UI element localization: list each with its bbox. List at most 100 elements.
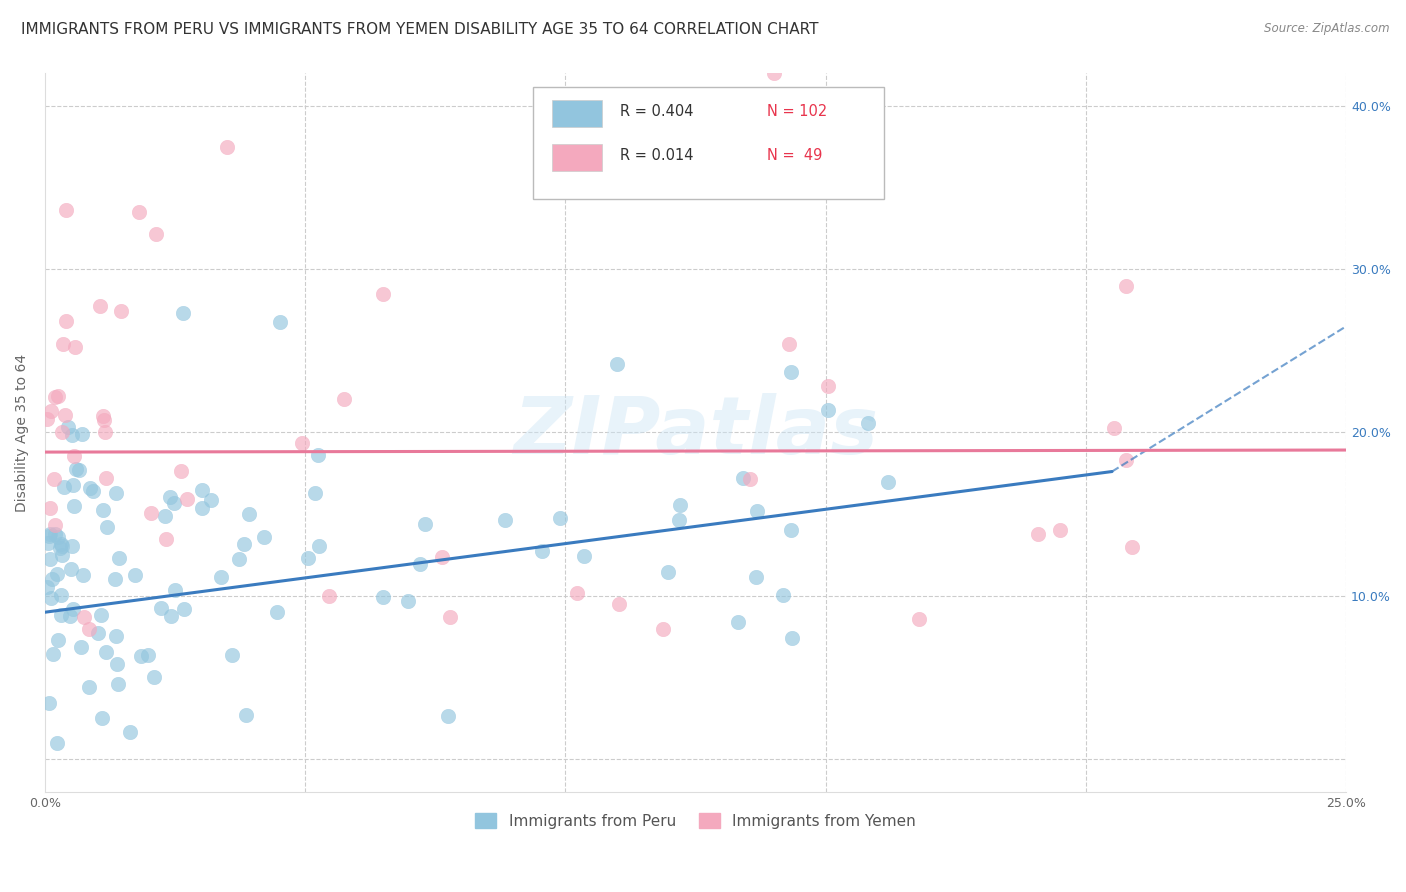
Point <box>657 565 679 579</box>
Point <box>91 503 114 517</box>
Point <box>52 480 75 494</box>
Point <box>110 303 132 318</box>
Point <box>817 379 839 393</box>
Point <box>41 572 63 586</box>
Point <box>46 389 69 403</box>
Point <box>39 552 62 566</box>
Point <box>52 336 75 351</box>
Point <box>745 503 768 517</box>
Point <box>574 549 596 563</box>
Point <box>531 544 554 558</box>
Point <box>49 588 72 602</box>
Point <box>409 557 432 571</box>
Point <box>55 313 77 327</box>
Point <box>136 648 159 662</box>
Point <box>235 708 257 723</box>
Point <box>79 481 101 495</box>
Point <box>733 471 755 485</box>
Text: N =  49: N = 49 <box>768 148 823 163</box>
Point <box>124 567 146 582</box>
Point <box>72 567 94 582</box>
Point <box>90 607 112 622</box>
Point <box>297 551 319 566</box>
Point <box>762 66 785 80</box>
Point <box>107 677 129 691</box>
Point <box>266 605 288 619</box>
Point <box>38 529 60 543</box>
Point <box>191 501 214 516</box>
Point <box>82 483 104 498</box>
Point <box>145 227 167 241</box>
Point <box>176 492 198 507</box>
Point <box>565 586 588 600</box>
Point <box>59 562 82 576</box>
Point <box>740 472 762 486</box>
Point <box>778 336 800 351</box>
Point <box>59 608 82 623</box>
Point <box>669 498 692 512</box>
Point <box>856 416 879 430</box>
Point <box>58 419 80 434</box>
Point <box>607 598 630 612</box>
Text: R = 0.014: R = 0.014 <box>620 148 693 163</box>
Point <box>1115 453 1137 467</box>
Point <box>217 139 239 153</box>
Point <box>494 513 516 527</box>
Text: ZIPatlas: ZIPatlas <box>513 393 879 472</box>
Point <box>94 645 117 659</box>
Point <box>291 435 314 450</box>
Point <box>51 539 73 553</box>
FancyBboxPatch shape <box>553 100 602 127</box>
Point <box>89 300 111 314</box>
Text: R = 0.404: R = 0.404 <box>620 103 693 119</box>
Point <box>269 315 291 329</box>
Point <box>46 633 69 648</box>
Point <box>45 736 67 750</box>
Point <box>105 657 128 671</box>
Point <box>49 608 72 623</box>
Point <box>373 286 395 301</box>
Y-axis label: Disability Age 35 to 64: Disability Age 35 to 64 <box>15 353 30 511</box>
Point <box>93 413 115 427</box>
Point <box>727 615 749 629</box>
Point <box>87 626 110 640</box>
Point <box>163 495 186 509</box>
Point <box>60 539 83 553</box>
Point <box>45 567 67 582</box>
Point <box>1115 278 1137 293</box>
Point <box>436 709 458 723</box>
Point <box>780 365 803 379</box>
Point <box>396 594 419 608</box>
Point <box>62 478 84 492</box>
Point <box>253 530 276 544</box>
Point <box>65 462 87 476</box>
Point <box>233 536 256 550</box>
Point <box>1102 421 1125 435</box>
Point <box>44 527 66 541</box>
Point <box>430 549 453 564</box>
Point <box>908 612 931 626</box>
Point <box>165 582 187 597</box>
Point <box>62 602 84 616</box>
Point <box>304 486 326 500</box>
Point <box>780 632 803 646</box>
Point <box>94 471 117 485</box>
Point <box>170 464 193 478</box>
FancyBboxPatch shape <box>533 87 884 199</box>
Point <box>105 485 128 500</box>
Point <box>96 519 118 533</box>
Point <box>63 500 86 514</box>
Point <box>139 506 162 520</box>
Point <box>91 409 114 423</box>
Point <box>1026 527 1049 541</box>
Point <box>877 475 900 490</box>
Point <box>63 340 86 354</box>
Point <box>160 609 183 624</box>
Point <box>413 517 436 532</box>
Point <box>307 448 329 462</box>
Point <box>44 390 66 404</box>
Point <box>93 425 115 440</box>
Point <box>605 357 627 371</box>
Point <box>35 580 58 594</box>
Point <box>1049 523 1071 537</box>
